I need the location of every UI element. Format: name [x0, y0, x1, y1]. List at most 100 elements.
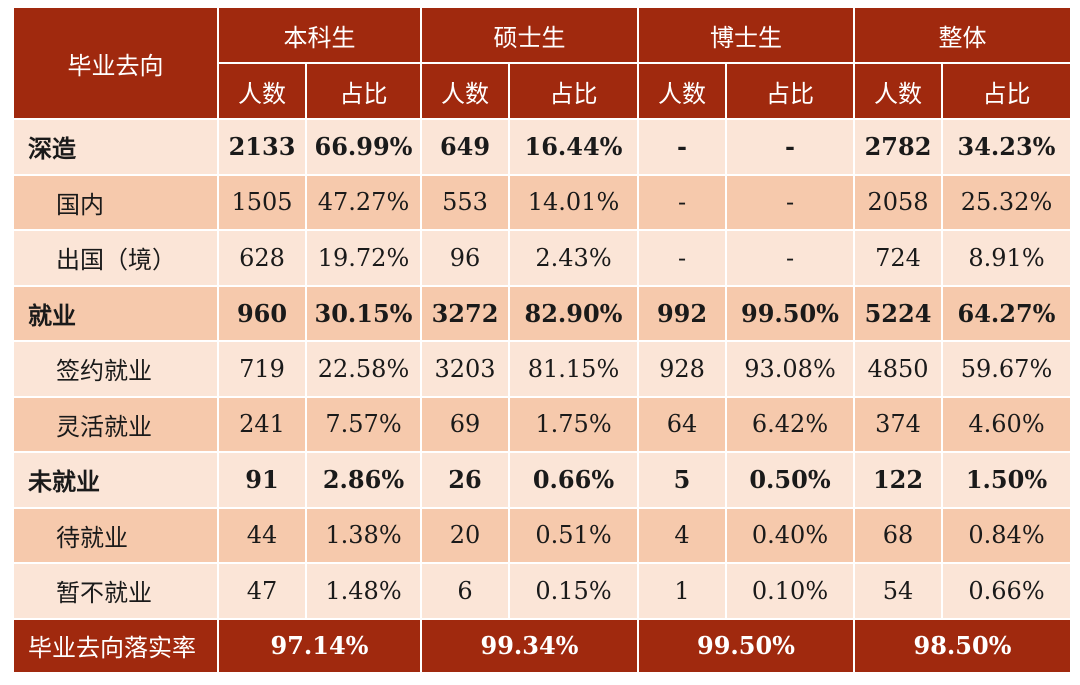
cell-overall-count: 5224: [853, 284, 943, 342]
footer-value-doctor: 99.50%: [637, 617, 855, 674]
cell-master-count: 96: [420, 229, 510, 287]
cell-doctor-ratio: 0.40%: [725, 506, 855, 564]
cell-undergrad-ratio: 2.86%: [305, 451, 422, 509]
cell-overall-count: 724: [853, 229, 943, 287]
cell-undergrad-count: 44: [217, 506, 307, 564]
cell-doctor-ratio: 0.10%: [725, 562, 855, 620]
cell-overall-count: 54: [853, 562, 943, 620]
group-header-overall: 整体: [853, 6, 1072, 64]
cell-master-count: 649: [420, 118, 510, 176]
table-row: 出国（境） 628 19.72% 96 2.43% - -724 8.91%: [12, 229, 1072, 287]
cell-overall-count: 374: [853, 395, 943, 453]
cell-doctor-ratio: -: [725, 173, 855, 231]
cell-doctor-count: 64: [637, 395, 727, 453]
cell-doctor-ratio: 6.42%: [725, 395, 855, 453]
cell-undergrad-count: 628: [217, 229, 307, 287]
cell-overall-count: 122: [853, 451, 943, 509]
cell-master-ratio: 82.90%: [508, 284, 639, 342]
footer-value-master: 99.34%: [420, 617, 639, 674]
group-header-master: 硕士生: [420, 6, 639, 64]
cell-doctor-ratio: -: [725, 118, 855, 176]
cell-undergrad-count: 91: [217, 451, 307, 509]
cell-master-count: 69: [420, 395, 510, 453]
cell-undergrad-count: 719: [217, 340, 307, 398]
cell-overall-ratio: 1.50%: [941, 451, 1072, 509]
cell-undergrad-count: 47: [217, 562, 307, 620]
subheader-count: 人数: [853, 62, 943, 120]
corner-header: 毕业去向: [12, 6, 219, 120]
table-row: 就业 960 30.15% 3272 82.90% 992 99.50% 5224 64.27%: [12, 284, 1072, 342]
cell-doctor-ratio: 0.50%: [725, 451, 855, 509]
row-label: 就业: [12, 284, 219, 342]
cell-overall-ratio: 34.23%: [941, 118, 1072, 176]
cell-doctor-count: 5: [637, 451, 727, 509]
cell-master-count: 26: [420, 451, 510, 509]
cell-overall-ratio: 4.60%: [941, 395, 1072, 453]
row-label: 出国（境）: [12, 229, 219, 287]
cell-undergrad-ratio: 66.99%: [305, 118, 422, 176]
cell-overall-ratio: 25.32%: [941, 173, 1072, 231]
row-label: 灵活就业: [12, 395, 219, 453]
cell-undergrad-ratio: 1.38%: [305, 506, 422, 564]
cell-overall-count: 68: [853, 506, 943, 564]
cell-doctor-ratio: 93.08%: [725, 340, 855, 398]
cell-undergrad-count: 2133: [217, 118, 307, 176]
cell-doctor-count: 1: [637, 562, 727, 620]
table-row: 暂不就业 47 1.48% 6 0.15% 1 0.10% 54 0.66%: [12, 562, 1072, 620]
subheader-ratio: 占比: [305, 62, 422, 120]
subheader-ratio: 占比: [941, 62, 1072, 120]
cell-master-count: 6: [420, 562, 510, 620]
cell-overall-count: 2782: [853, 118, 943, 176]
table-row: 签约就业 719 22.58% 3203 81.15% 928 93.08% 4850 59.6…: [12, 340, 1072, 398]
cell-undergrad-ratio: 22.58%: [305, 340, 422, 398]
cell-master-ratio: 14.01%: [508, 173, 639, 231]
cell-undergrad-ratio: 7.57%: [305, 395, 422, 453]
subheader-ratio: 占比: [508, 62, 639, 120]
table-row: 未就业 91 2.86% 26 0.66% 5 0.50% 122 1.50%: [12, 451, 1072, 509]
cell-overall-ratio: 59.67%: [941, 340, 1072, 398]
cell-overall-ratio: 0.66%: [941, 562, 1072, 620]
cell-doctor-count: 4: [637, 506, 727, 564]
cell-doctor-count: 928: [637, 340, 727, 398]
cell-master-ratio: 16.44%: [508, 118, 639, 176]
row-label: 签约就业: [12, 340, 219, 398]
header-row-subcolumns: 人数 占比 人数 占比 人数 占比 人数 占比: [13, 62, 1072, 120]
cell-master-ratio: 81.15%: [508, 340, 639, 398]
row-label: 待就业: [12, 506, 219, 564]
subheader-ratio: 占比: [725, 62, 855, 120]
cell-overall-ratio: 64.27%: [941, 284, 1072, 342]
cell-undergrad-count: 241: [217, 395, 307, 453]
cell-master-ratio: 0.66%: [508, 451, 639, 509]
cell-doctor-ratio: 99.50%: [725, 284, 855, 342]
cell-overall-count: 2058: [853, 173, 943, 231]
cell-overall-count: 4850: [853, 340, 943, 398]
cell-undergrad-ratio: 30.15%: [305, 284, 422, 342]
table-row: 国内 1505 47.27% 553 14.01% - -2058 25.32%: [12, 173, 1072, 231]
cell-overall-ratio: 0.84%: [941, 506, 1072, 564]
subheader-count: 人数: [420, 62, 510, 120]
graduate-destination-table: 毕业去向 本科生 硕士生 博士生 整体 人数 占比 人数 占比 人数 占比 人数…: [12, 6, 1072, 674]
cell-undergrad-ratio: 1.48%: [305, 562, 422, 620]
cell-master-count: 553: [420, 173, 510, 231]
footer-row: 毕业去向落实率 97.14% 99.34% 99.50% 98.50%: [12, 617, 1072, 674]
header-row-groups: 毕业去向 本科生 硕士生 博士生 整体: [12, 6, 1072, 120]
cell-undergrad-ratio: 19.72%: [305, 229, 422, 287]
cell-doctor-count: -: [637, 118, 727, 176]
group-header-doctor: 博士生: [637, 6, 855, 64]
cell-master-ratio: 0.51%: [508, 506, 639, 564]
cell-doctor-ratio: -: [725, 229, 855, 287]
cell-master-ratio: 0.15%: [508, 562, 639, 620]
table-row: 待就业 44 1.38% 20 0.51% 4 0.40% 68 0.84%: [12, 506, 1072, 564]
subheader-count: 人数: [637, 62, 727, 120]
cell-master-count: 20: [420, 506, 510, 564]
cell-doctor-count: 992: [637, 284, 727, 342]
footer-label: 毕业去向落实率: [12, 617, 219, 674]
footer-value-overall: 98.50%: [853, 617, 1072, 674]
cell-master-count: 3203: [420, 340, 510, 398]
group-header-undergrad: 本科生: [217, 6, 422, 64]
footer-value-undergrad: 97.14%: [217, 617, 422, 674]
subheader-count: 人数: [217, 62, 307, 120]
cell-master-ratio: 1.75%: [508, 395, 639, 453]
table-row: 深造 2133 66.99% 649 16.44% - -2782 34.23%: [12, 118, 1072, 176]
table-body: 深造 2133 66.99% 649 16.44% - -2782 34.23% 国内 1505 4…: [12, 118, 1072, 620]
